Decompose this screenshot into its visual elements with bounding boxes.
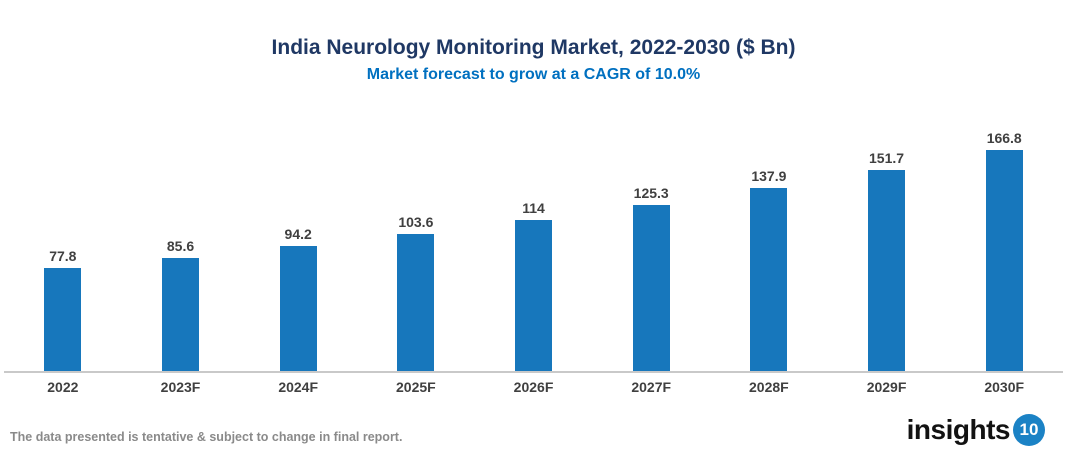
x-tick-label: 2030F [984,379,1025,395]
bar-group: 94.2 [239,128,357,371]
bar [985,150,1023,371]
bar [632,205,670,371]
x-tick-label: 2022 [47,379,79,395]
x-tick-label: 2029F [866,379,907,395]
bar-value-label: 77.8 [49,248,77,264]
bar-value-label: 114 [522,200,545,216]
x-tick-label: 2027F [631,379,672,395]
bar-group: 151.7 [828,128,946,371]
bar [750,188,788,371]
bar-value-label: 137.9 [751,168,787,184]
bar-group: 137.9 [710,128,828,371]
bar-group: 103.6 [357,128,475,371]
disclaimer-note: The data presented is tentative & subjec… [10,430,403,444]
x-tick-label: 2028F [749,379,789,395]
bar-value-label: 166.8 [986,130,1022,146]
x-tick-label: 2023F [160,379,201,395]
bar-group: 125.3 [592,128,710,371]
x-tick-label: 2026F [513,379,554,395]
logo-text: insights [906,414,1011,445]
bar [868,170,906,371]
x-tick-label: 2024F [278,379,319,395]
plot-area: 77.8 85.6 94.2 103.6 114 125.3 137.9 151.7 166.8 [4,128,1063,373]
bar-value-label: 151.7 [869,150,905,166]
x-tick-label: 2025F [396,379,436,395]
logo-badge: 10 [1013,414,1045,446]
insights10-logo: insights 10 [907,414,1045,446]
bar [162,258,199,371]
bar-value-label: 103.6 [398,214,434,230]
bar-value-label: 85.6 [166,238,195,254]
chart-subtitle: Market forecast to grow at a CAGR of 10.… [366,66,701,83]
bar-value-label: 125.3 [633,185,669,201]
x-axis-labels: 2022 2023F 2024F 2025F 2026F 2027F 2028F 2029F 2… [4,379,1063,395]
bar-group: 114 [475,128,593,371]
bar-group: 77.8 [4,128,122,371]
bar [397,234,435,371]
bar-value-label: 94.2 [284,226,312,242]
bar [279,246,317,371]
bar [515,220,553,371]
bar [44,268,82,371]
bar-group: 85.6 [122,128,240,371]
bar-group: 166.8 [945,128,1063,371]
chart-title: India Neurology Monitoring Market, 2022-… [271,36,796,59]
